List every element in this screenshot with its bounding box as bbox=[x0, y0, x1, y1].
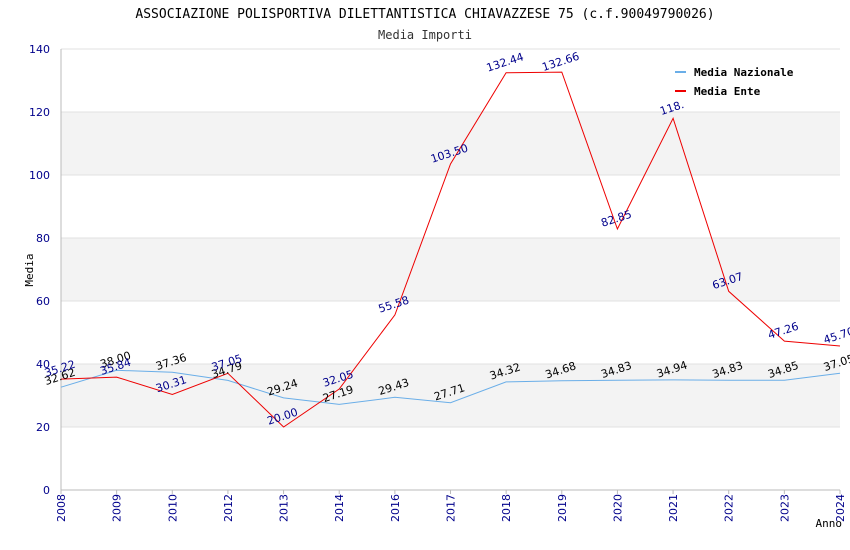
x-tick-label: 2009 bbox=[111, 494, 124, 522]
series-line-media-nazionale bbox=[60, 369, 841, 405]
series-lines bbox=[60, 71, 841, 428]
legend-label: Media Ente bbox=[694, 85, 761, 98]
x-axis-label: Anno bbox=[816, 517, 843, 530]
data-label: 132.44 bbox=[485, 50, 526, 74]
y-tick-label: 60 bbox=[36, 295, 50, 308]
y-tick-label: 0 bbox=[43, 484, 50, 497]
data-label: 37.05 bbox=[822, 352, 850, 374]
x-tick-label: 2018 bbox=[500, 494, 513, 522]
data-label: 132.66 bbox=[540, 50, 581, 74]
chart-subtitle: Media Importi bbox=[378, 28, 472, 42]
x-tick-label: 2010 bbox=[166, 494, 179, 522]
y-tick-label: 20 bbox=[36, 421, 50, 434]
y-axis-label: Media bbox=[23, 253, 36, 286]
y-tick-label: 120 bbox=[29, 106, 50, 119]
data-label: 45.70 bbox=[822, 325, 850, 347]
x-tick-label: 2016 bbox=[389, 494, 402, 522]
x-tick-label: 2019 bbox=[556, 494, 569, 522]
x-tick-label: 2023 bbox=[778, 494, 791, 522]
series-line-media-ente bbox=[60, 71, 841, 428]
y-tick-label: 100 bbox=[29, 169, 50, 182]
x-tick-label: 2008 bbox=[55, 494, 68, 522]
y-tick-label: 80 bbox=[36, 232, 50, 245]
y-tick-label: 40 bbox=[36, 358, 50, 371]
x-axis-ticks: 2008 2009 2010 2012 2013 2014 2016 2017 2018 2019… bbox=[55, 490, 847, 522]
grid-band bbox=[61, 238, 840, 301]
x-tick-label: 2012 bbox=[222, 494, 235, 522]
legend: Media Nazionale Media Ente bbox=[675, 66, 794, 98]
x-tick-label: 2021 bbox=[667, 494, 680, 522]
grid-band bbox=[61, 112, 840, 175]
y-axis-ticks: 0 20 40 60 80 100 120 140 bbox=[29, 43, 50, 497]
legend-label: Media Nazionale bbox=[694, 66, 794, 79]
x-tick-label: 2024 bbox=[834, 494, 847, 522]
x-tick-label: 2014 bbox=[333, 494, 346, 522]
grid-bands bbox=[61, 112, 840, 427]
x-tick-label: 2013 bbox=[278, 494, 291, 522]
x-tick-label: 2017 bbox=[445, 494, 458, 522]
y-tick-label: 140 bbox=[29, 43, 50, 56]
chart-title: ASSOCIAZIONE POLISPORTIVA DILETTANTISTIC… bbox=[135, 7, 714, 22]
data-label: 47.26 bbox=[766, 320, 800, 342]
x-tick-label: 2022 bbox=[723, 494, 736, 522]
x-tick-label: 2020 bbox=[611, 494, 624, 522]
